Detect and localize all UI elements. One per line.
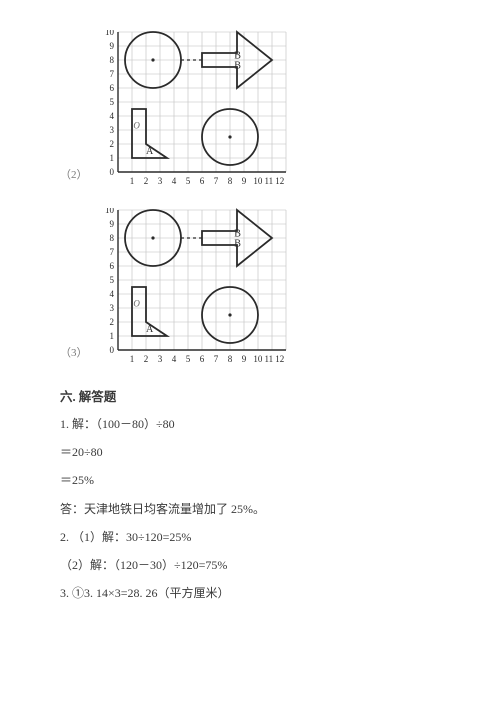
svg-text:O: O [133, 299, 140, 309]
svg-text:8: 8 [227, 354, 232, 364]
svg-text:4: 4 [109, 289, 114, 299]
figure-2-svg: 109876543210123456789101112ABBO [94, 30, 290, 190]
svg-text:A: A [146, 146, 154, 157]
svg-text:7: 7 [213, 354, 218, 364]
svg-text:O: O [133, 121, 140, 131]
svg-text:3: 3 [157, 354, 162, 364]
svg-text:10: 10 [105, 208, 115, 215]
svg-text:6: 6 [109, 261, 114, 271]
answer-line: （2）解：（120－30）÷120=75% [60, 556, 440, 575]
svg-text:2: 2 [109, 139, 114, 149]
svg-text:11: 11 [264, 176, 273, 186]
figure-2: 109876543210123456789101112ABBO [94, 30, 290, 190]
svg-text:9: 9 [109, 219, 114, 229]
answer-line: ＝20÷80 [60, 443, 440, 462]
figure-row-3: （3） 109876543210123456789101112ABBO [60, 208, 440, 368]
answer-line: ＝25% [60, 471, 440, 490]
answer-line: 1. 解：（100－80）÷80 [60, 415, 440, 434]
figure-3-svg: 109876543210123456789101112ABBO [94, 208, 290, 368]
svg-text:1: 1 [109, 153, 114, 163]
svg-text:1: 1 [109, 331, 114, 341]
figure-row-2: （2） 109876543210123456789101112ABBO [60, 30, 440, 190]
svg-text:6: 6 [199, 176, 204, 186]
svg-text:10: 10 [253, 354, 262, 364]
figure-3: 109876543210123456789101112ABBO [94, 208, 290, 368]
svg-text:B: B [234, 60, 241, 71]
svg-text:7: 7 [213, 176, 218, 186]
svg-text:9: 9 [109, 41, 114, 51]
svg-text:12: 12 [275, 354, 284, 364]
svg-text:7: 7 [109, 247, 114, 257]
svg-text:4: 4 [109, 111, 114, 121]
svg-text:3: 3 [157, 176, 162, 186]
svg-text:0: 0 [109, 167, 114, 177]
svg-text:8: 8 [227, 176, 232, 186]
svg-text:1: 1 [129, 354, 134, 364]
svg-text:5: 5 [185, 176, 190, 186]
svg-text:4: 4 [171, 176, 176, 186]
svg-text:8: 8 [109, 233, 114, 243]
svg-text:4: 4 [171, 354, 176, 364]
svg-text:0: 0 [109, 345, 114, 355]
svg-text:2: 2 [143, 354, 148, 364]
answer-line: 答：天津地铁日均客流量增加了 25%。 [60, 500, 440, 519]
answer-line: 3. ①3. 14×3=28. 26（平方厘米） [60, 584, 440, 603]
svg-text:9: 9 [241, 354, 246, 364]
svg-text:1: 1 [129, 176, 134, 186]
svg-text:10: 10 [105, 30, 115, 37]
svg-text:5: 5 [109, 97, 114, 107]
svg-text:11: 11 [264, 354, 273, 364]
svg-text:6: 6 [199, 354, 204, 364]
svg-text:6: 6 [109, 83, 114, 93]
svg-text:8: 8 [109, 55, 114, 65]
svg-text:3: 3 [109, 125, 114, 135]
section-title: 六. 解答题 [60, 386, 440, 405]
figure-label-3: （3） [60, 344, 88, 360]
answer-line: 2. （1）解：30÷120=25% [60, 528, 440, 547]
svg-text:2: 2 [109, 317, 114, 327]
svg-text:10: 10 [253, 176, 262, 186]
svg-text:7: 7 [109, 69, 114, 79]
svg-text:5: 5 [185, 354, 190, 364]
svg-text:A: A [146, 324, 154, 335]
svg-text:2: 2 [143, 176, 148, 186]
figure-label-2: （2） [60, 166, 88, 182]
svg-text:3: 3 [109, 303, 114, 313]
svg-text:9: 9 [241, 176, 246, 186]
svg-text:B: B [234, 238, 241, 249]
svg-text:5: 5 [109, 275, 114, 285]
svg-text:12: 12 [275, 176, 284, 186]
